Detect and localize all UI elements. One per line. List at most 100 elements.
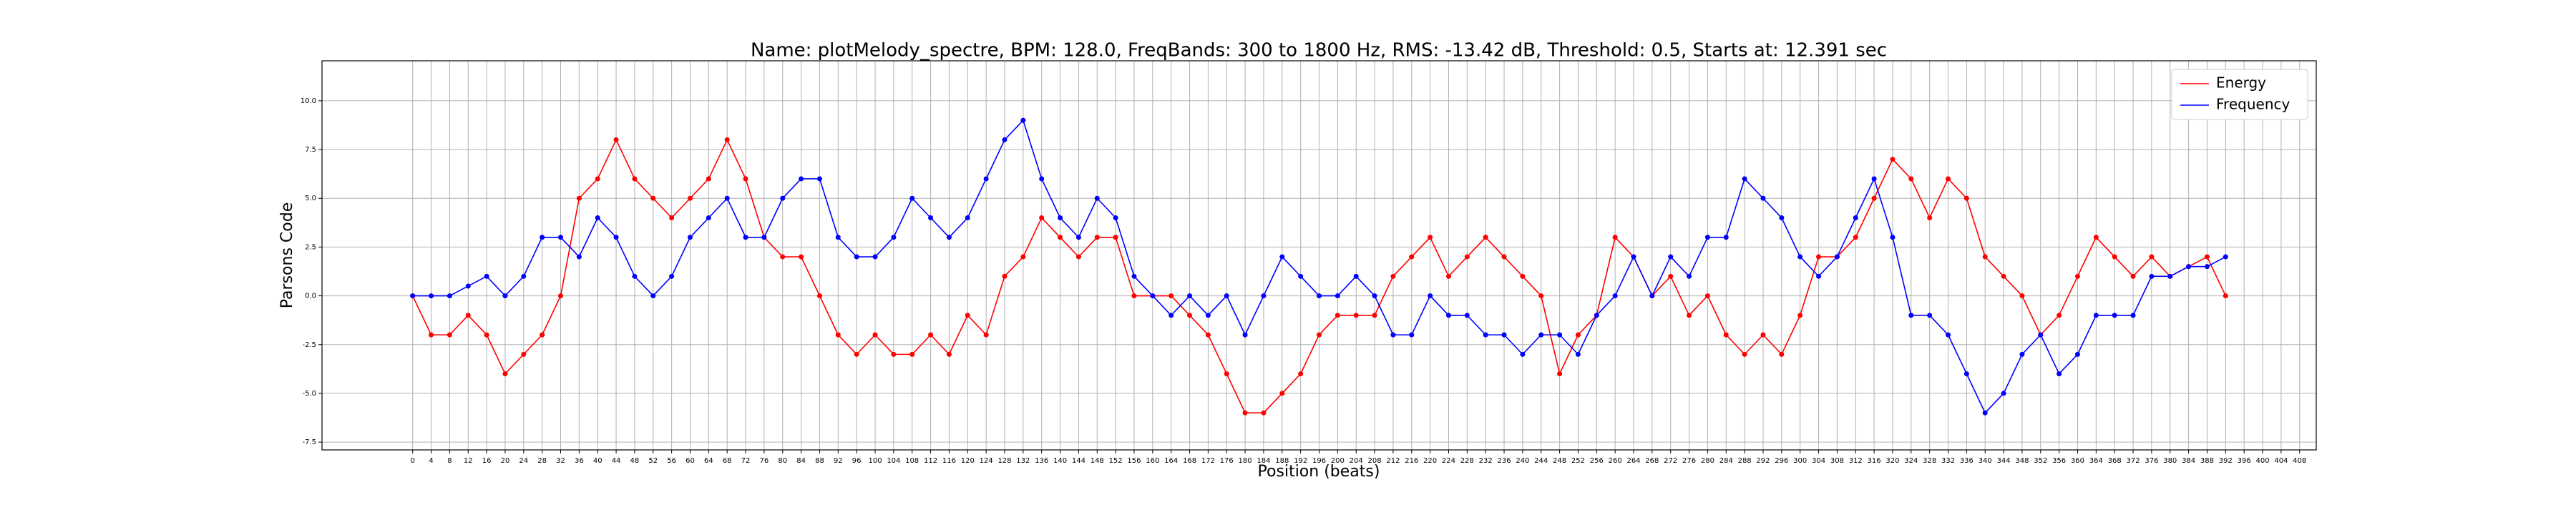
data-point xyxy=(1261,410,1267,416)
data-point xyxy=(1242,410,1248,416)
data-point xyxy=(687,235,693,240)
x-tick-label: 80 xyxy=(778,457,787,465)
data-point xyxy=(1557,332,1563,338)
data-point xyxy=(410,293,416,299)
data-point xyxy=(2093,313,2099,318)
x-tick-label: 392 xyxy=(2219,457,2233,465)
x-tick-label: 136 xyxy=(1035,457,1048,465)
data-point xyxy=(1946,176,1951,182)
x-tick-label: 332 xyxy=(1941,457,1955,465)
x-tick-label: 336 xyxy=(1960,457,1974,465)
data-point xyxy=(1317,293,1322,299)
data-point xyxy=(946,351,952,357)
data-point xyxy=(1335,313,1340,318)
data-point xyxy=(1372,293,1377,299)
data-point xyxy=(909,351,915,357)
x-tick-label: 328 xyxy=(1923,457,1936,465)
x-tick-label: 4 xyxy=(429,457,433,465)
data-point xyxy=(1002,137,1008,142)
x-tick-label: 184 xyxy=(1257,457,1270,465)
data-point xyxy=(1963,371,1969,377)
x-tick-label: 168 xyxy=(1183,457,1196,465)
data-point xyxy=(1779,351,1785,357)
x-tick-label: 292 xyxy=(1756,457,1770,465)
data-point xyxy=(1169,293,1174,299)
data-point xyxy=(1557,371,1563,377)
data-point xyxy=(2149,254,2155,260)
data-point xyxy=(1409,254,1415,260)
data-point xyxy=(2074,351,2080,357)
data-point xyxy=(1538,332,1544,338)
data-point xyxy=(632,176,638,182)
y-tick-label: 0.0 xyxy=(305,293,316,300)
data-point xyxy=(2223,293,2228,299)
data-point xyxy=(1538,293,1544,299)
x-tick-label: 28 xyxy=(537,457,547,465)
y-tick-label: -2.5 xyxy=(302,341,316,349)
x-tick-label: 180 xyxy=(1239,457,1252,465)
data-point xyxy=(595,176,600,182)
x-tick-label: 296 xyxy=(1775,457,1788,465)
data-point xyxy=(1445,313,1451,318)
x-tick-label: 72 xyxy=(741,457,751,465)
x-tick-label: 144 xyxy=(1072,457,1085,465)
data-point xyxy=(983,176,989,182)
x-tick-label: 44 xyxy=(612,457,621,465)
x-tick-label: 132 xyxy=(1016,457,1030,465)
data-point xyxy=(1409,332,1415,338)
x-tick-label: 68 xyxy=(723,457,732,465)
data-point xyxy=(1279,391,1285,396)
data-point xyxy=(1094,235,1100,240)
data-point xyxy=(1205,313,1211,318)
x-tick-label: 372 xyxy=(2127,457,2140,465)
data-point xyxy=(558,293,564,299)
data-point xyxy=(854,351,859,357)
data-point xyxy=(1927,313,1933,318)
x-tick-label: 340 xyxy=(1979,457,1992,465)
data-point xyxy=(1816,273,1822,279)
data-point xyxy=(1205,332,1211,338)
x-axis-label: Position (beats) xyxy=(1258,463,1380,481)
data-point xyxy=(1261,293,1267,299)
data-point xyxy=(835,332,841,338)
data-point xyxy=(2186,264,2192,270)
data-point xyxy=(687,195,693,201)
data-point xyxy=(1797,254,1803,260)
x-tick-label: 408 xyxy=(2293,457,2306,465)
data-point xyxy=(1760,195,1766,201)
data-point xyxy=(650,293,656,299)
x-tick-label: 248 xyxy=(1553,457,1566,465)
data-point xyxy=(1871,195,1877,201)
data-point xyxy=(706,176,711,182)
data-point xyxy=(1631,254,1636,260)
x-tick-label: 320 xyxy=(1885,457,1899,465)
data-point xyxy=(2167,273,2173,279)
data-point xyxy=(872,254,878,260)
data-point xyxy=(1760,332,1766,338)
data-point xyxy=(2074,273,2080,279)
data-point xyxy=(613,137,619,142)
data-point xyxy=(1002,273,1008,279)
legend-label: Energy xyxy=(2216,74,2266,92)
data-point xyxy=(1723,332,1729,338)
x-tick-label: 384 xyxy=(2182,457,2195,465)
x-tick-label: 212 xyxy=(1386,457,1400,465)
chart-title: Name: plotMelody_spectre, BPM: 128.0, Fr… xyxy=(751,40,1887,62)
data-point xyxy=(724,137,730,142)
data-point xyxy=(1520,351,1526,357)
x-tick-label: 84 xyxy=(796,457,806,465)
data-point xyxy=(780,254,786,260)
data-point xyxy=(521,273,527,279)
x-tick-label: 356 xyxy=(2052,457,2066,465)
data-point xyxy=(2038,332,2044,338)
x-tick-label: 304 xyxy=(1812,457,1825,465)
legend-label: Frequency xyxy=(2216,96,2290,113)
x-tick-label: 12 xyxy=(464,457,473,465)
x-tick-label: 116 xyxy=(942,457,956,465)
x-tick-label: 324 xyxy=(1904,457,1918,465)
x-tick-label: 268 xyxy=(1645,457,1659,465)
data-point xyxy=(2057,313,2062,318)
data-point xyxy=(2019,293,2025,299)
data-point xyxy=(1871,176,1877,182)
data-point xyxy=(743,235,748,240)
